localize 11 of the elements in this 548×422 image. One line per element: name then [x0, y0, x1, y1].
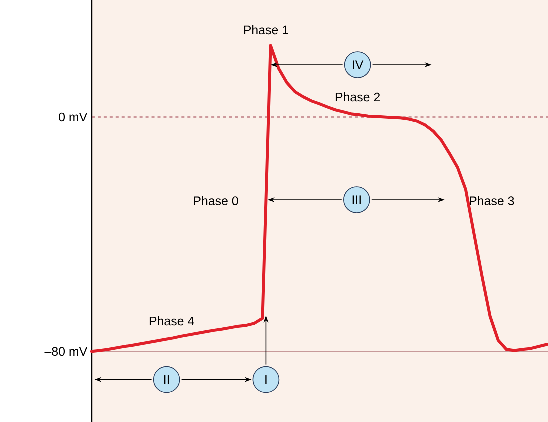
annotation: I [266, 376, 267, 384]
annotation: Phase 2 [336, 92, 380, 102]
annotation: Phase 0 [194, 196, 238, 206]
y-tick-label: 0 mV [59, 112, 88, 122]
annotation: Phase 1 [244, 25, 288, 35]
annotation: Phase 4 [150, 316, 194, 326]
y-tick-label: –80 mV [44, 347, 88, 356]
annotation: III [352, 196, 361, 204]
annotation: Phase 3 [470, 196, 514, 206]
annotation: II [164, 376, 170, 384]
annotation: IV [353, 60, 364, 70]
